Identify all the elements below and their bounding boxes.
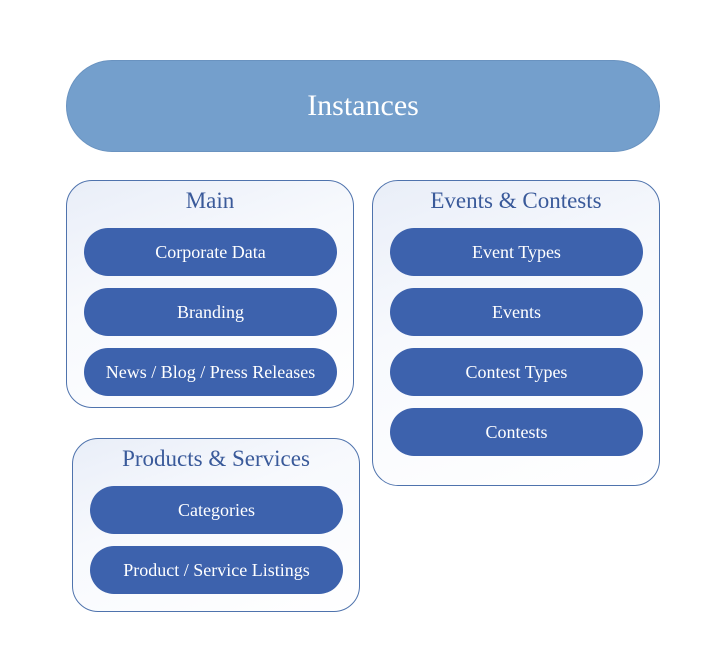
pill-branding[interactable]: Branding bbox=[84, 288, 337, 336]
pill-label: Events bbox=[492, 301, 541, 322]
pill-contests[interactable]: Contests bbox=[390, 408, 643, 456]
pill-label: Product / Service Listings bbox=[123, 559, 310, 580]
instances-title: Instances bbox=[307, 89, 419, 122]
group-events-title: Events & Contests bbox=[430, 188, 602, 213]
group-events-contests: Events & Contests Event Types Events Con… bbox=[372, 180, 660, 486]
pill-corporate-data[interactable]: Corporate Data bbox=[84, 228, 337, 276]
pill-event-types[interactable]: Event Types bbox=[390, 228, 643, 276]
pill-label: Corporate Data bbox=[155, 241, 266, 262]
pill-label: Contests bbox=[485, 421, 548, 442]
group-products-services: Products & Services Categories Product /… bbox=[72, 438, 360, 612]
group-products-title: Products & Services bbox=[122, 446, 310, 471]
pill-label: Contest Types bbox=[465, 361, 568, 382]
pill-label: Categories bbox=[178, 499, 255, 520]
group-main-title: Main bbox=[185, 188, 235, 213]
pill-label: Event Types bbox=[472, 241, 561, 262]
pill-contest-types[interactable]: Contest Types bbox=[390, 348, 643, 396]
pill-product-service-listings[interactable]: Product / Service Listings bbox=[90, 546, 343, 594]
pill-events[interactable]: Events bbox=[390, 288, 643, 336]
group-main: Main Corporate Data Branding News / Blog… bbox=[66, 180, 354, 408]
pill-categories[interactable]: Categories bbox=[90, 486, 343, 534]
instances-header: Instances bbox=[66, 60, 660, 152]
pill-news-blog-press[interactable]: News / Blog / Press Releases bbox=[84, 348, 337, 396]
pill-label: Branding bbox=[177, 301, 244, 322]
pill-label: News / Blog / Press Releases bbox=[105, 361, 316, 382]
